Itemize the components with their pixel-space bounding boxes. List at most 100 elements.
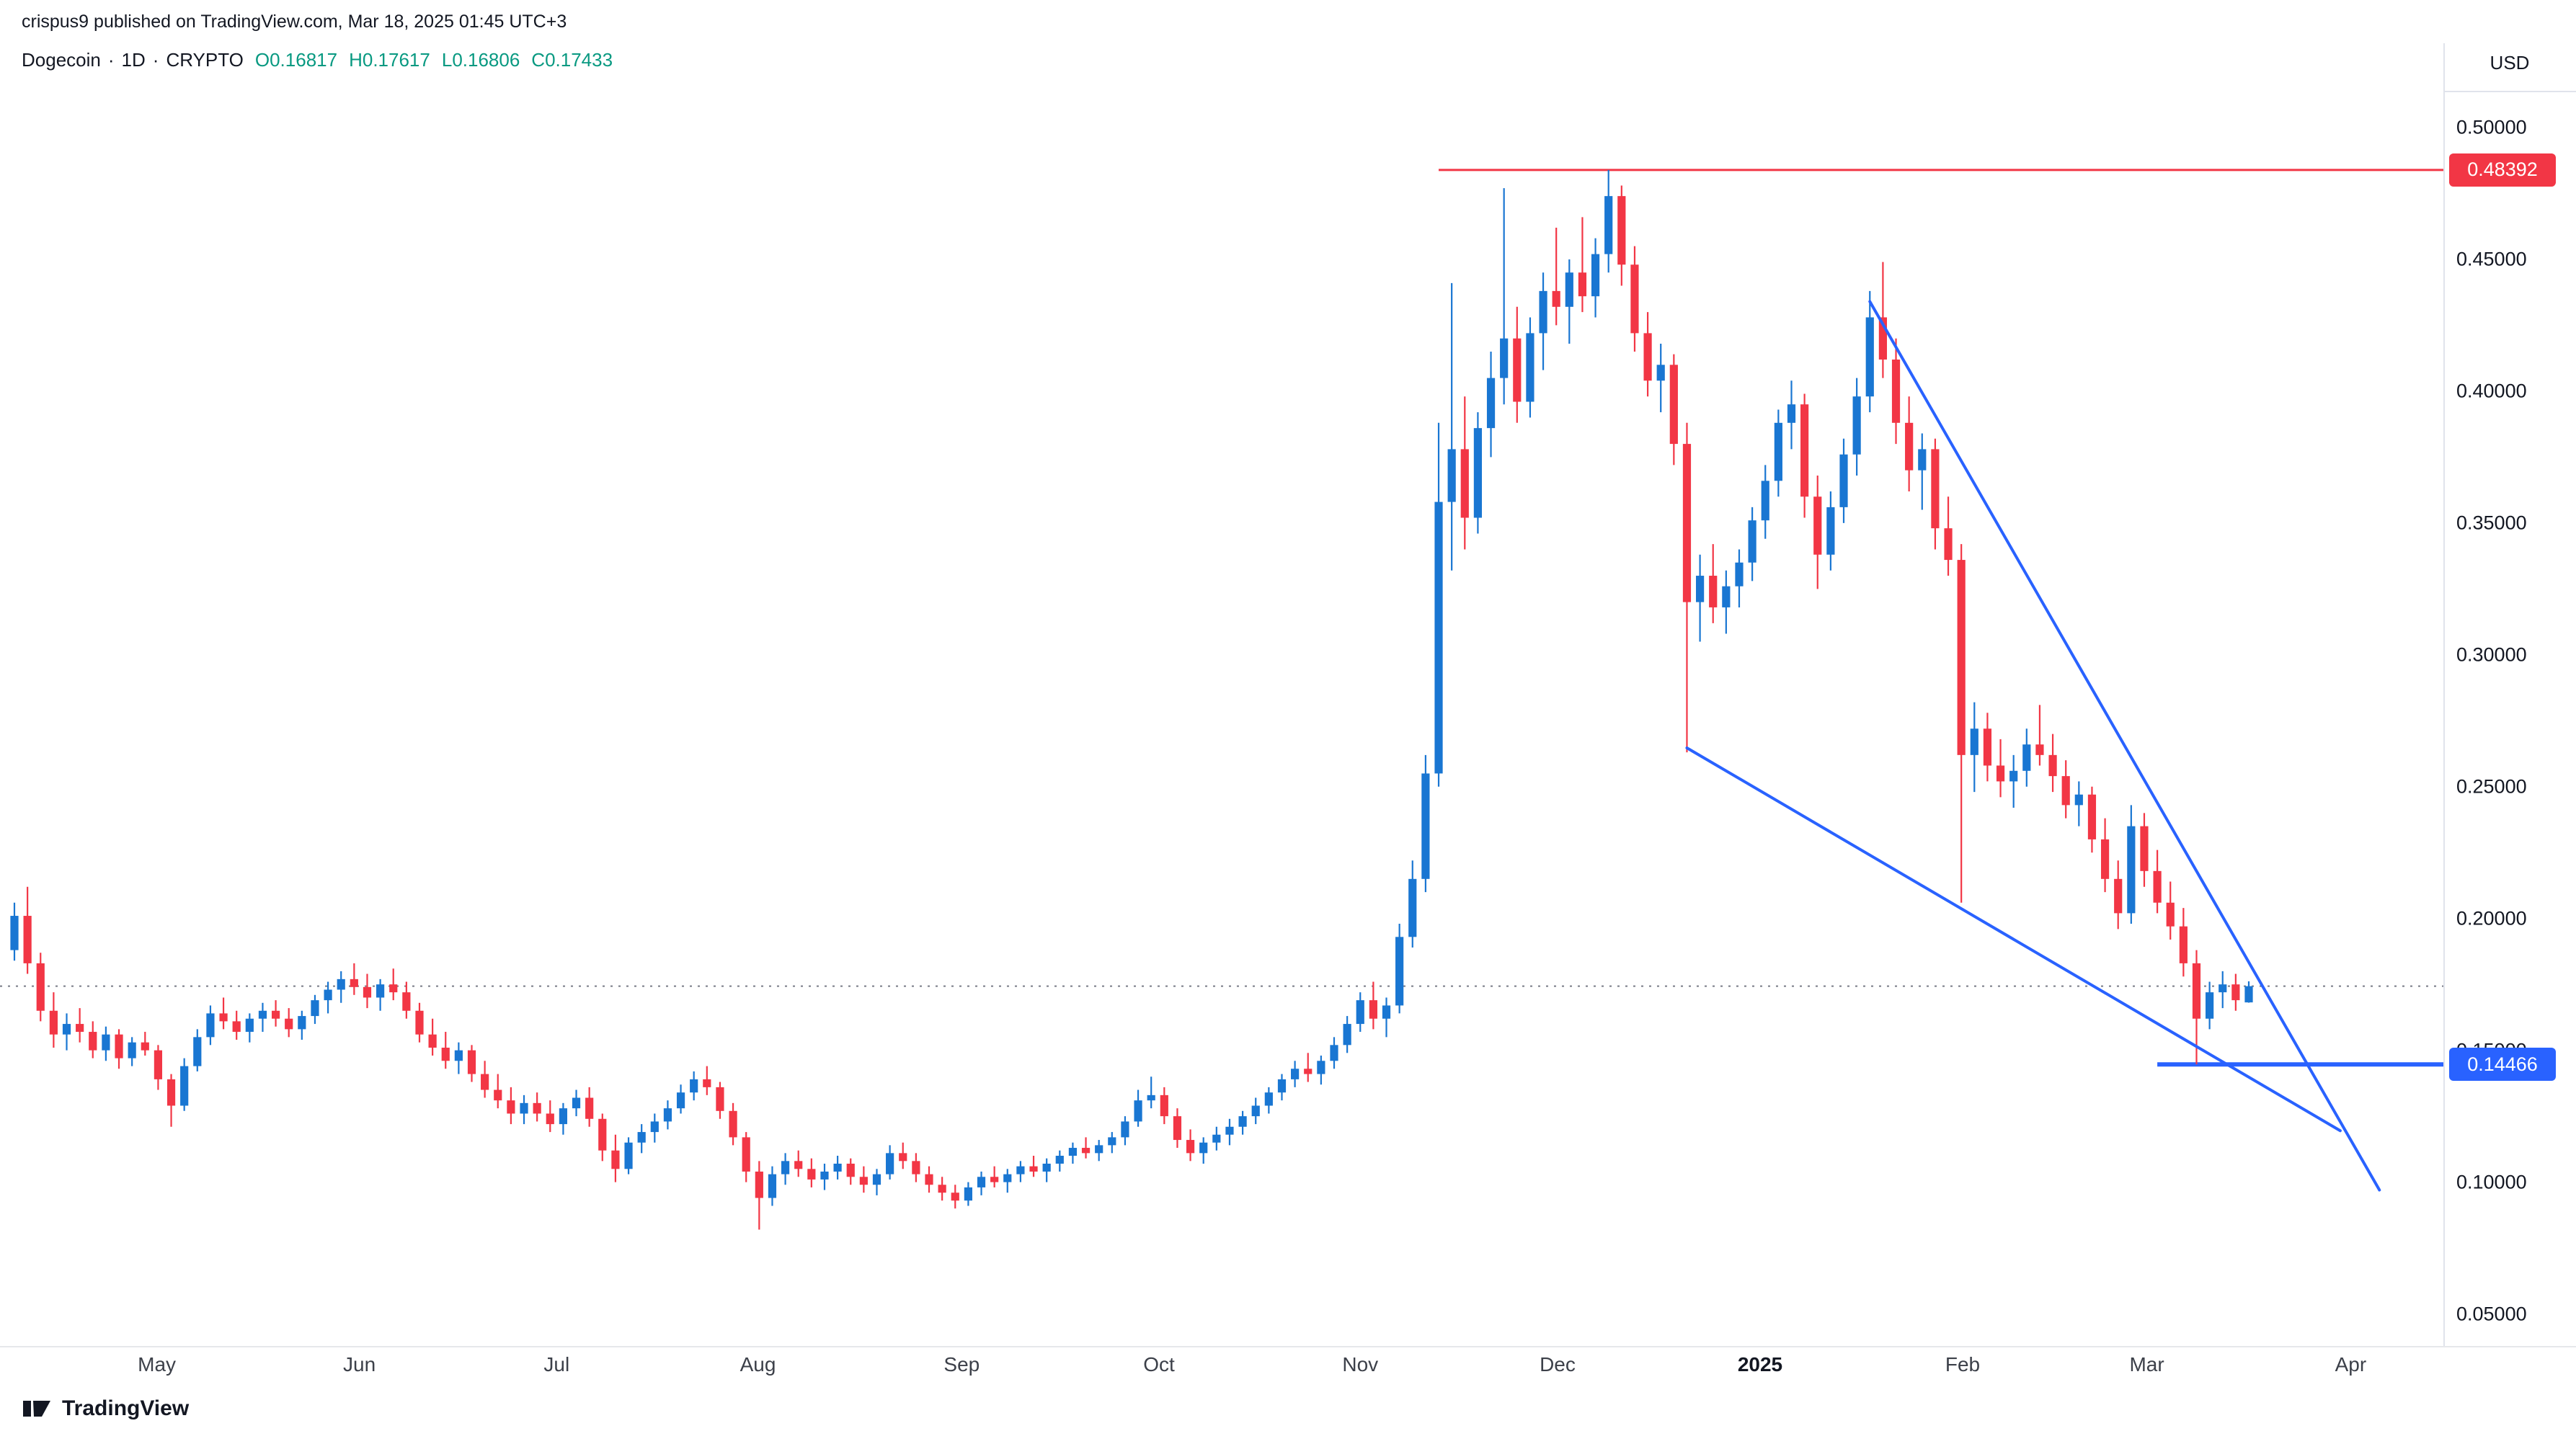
- candle: [1212, 1134, 1221, 1143]
- candle: [925, 1174, 933, 1185]
- ohlc-low: L0.16806: [441, 49, 520, 71]
- time-tick-label: Nov: [1342, 1353, 1379, 1376]
- candle: [1081, 1148, 1091, 1154]
- candle: [62, 1024, 71, 1035]
- candle: [1539, 290, 1547, 334]
- candle: [2048, 754, 2057, 777]
- candle: [716, 1087, 724, 1111]
- candle: [1343, 1024, 1351, 1046]
- candle: [1630, 264, 1639, 334]
- candle: [115, 1034, 123, 1058]
- price-tick-label: 0.20000: [2456, 907, 2527, 930]
- candle: [1983, 728, 1992, 766]
- resistance-price-badge[interactable]: 0.48392: [2449, 153, 2556, 187]
- candle: [938, 1185, 946, 1193]
- candle: [585, 1097, 594, 1119]
- candle: [872, 1174, 881, 1185]
- candle: [1016, 1166, 1025, 1174]
- candle: [1395, 937, 1404, 1006]
- candle: [833, 1163, 842, 1172]
- candle: [559, 1108, 568, 1125]
- candle: [1095, 1145, 1103, 1154]
- candle: [324, 989, 332, 1001]
- candle: [1003, 1174, 1012, 1182]
- price-tick-label: 0.10000: [2456, 1171, 2527, 1193]
- candle: [1513, 338, 1522, 402]
- price-tick-label: 0.40000: [2456, 380, 2527, 402]
- candle: [1160, 1095, 1168, 1117]
- candle: [912, 1161, 920, 1174]
- candle: [1852, 396, 1861, 455]
- candle: [232, 1021, 241, 1033]
- candle: [676, 1092, 685, 1109]
- symbol-name[interactable]: Dogecoin: [22, 49, 101, 71]
- candle: [1199, 1142, 1208, 1154]
- candle: [1865, 317, 1874, 397]
- support-price-badge[interactable]: 0.14466: [2449, 1048, 2556, 1082]
- candle: [1604, 196, 1613, 254]
- candle: [768, 1174, 777, 1198]
- candle: [520, 1102, 528, 1114]
- time-tick-label: Mar: [2129, 1353, 2164, 1376]
- falling-wedge-upper-trendline[interactable]: [1868, 300, 2381, 1192]
- candle: [1264, 1092, 1273, 1106]
- price-tick-label: 0.05000: [2456, 1303, 2527, 1325]
- candle: [206, 1013, 215, 1038]
- candle: [1134, 1100, 1142, 1122]
- candle: [245, 1018, 254, 1033]
- candle: [546, 1113, 554, 1125]
- candle: [1996, 765, 2005, 782]
- price-tick-label: 0.50000: [2456, 116, 2527, 138]
- candle: [598, 1118, 607, 1151]
- candle: [1121, 1121, 1129, 1138]
- candle: [1447, 449, 1456, 502]
- currency-label[interactable]: USD: [2490, 52, 2530, 73]
- symbol-info-bar[interactable]: Dogecoin · 1D · CRYPTO O0.16817 H0.17617…: [22, 49, 613, 71]
- time-tick-label: Jul: [543, 1353, 570, 1376]
- candle: [650, 1121, 659, 1133]
- candle: [1878, 317, 1887, 360]
- candle: [1068, 1148, 1078, 1156]
- candle: [1408, 878, 1417, 937]
- candle: [2022, 744, 2031, 771]
- time-tick-label: 2025: [1737, 1353, 1783, 1376]
- time-tick-label: Jun: [343, 1353, 376, 1376]
- candle: [1682, 444, 1692, 602]
- candle: [1330, 1045, 1338, 1061]
- candle: [1108, 1137, 1116, 1146]
- candle: [1695, 576, 1705, 602]
- candle: [1421, 773, 1430, 879]
- candle: [990, 1177, 999, 1182]
- tradingview-brand[interactable]: TradingView: [22, 1396, 189, 1421]
- candle: [2127, 826, 2136, 914]
- falling-wedge-lower-trendline[interactable]: [1685, 746, 2342, 1133]
- candle: [1839, 454, 1848, 507]
- candle: [428, 1034, 437, 1048]
- candle: [1055, 1156, 1064, 1164]
- candle: [402, 992, 411, 1011]
- candle: [611, 1150, 620, 1169]
- candle: [2192, 963, 2201, 1019]
- candle: [1656, 365, 1665, 381]
- separator-dot: ·: [152, 49, 159, 71]
- price-tick-label: 0.25000: [2456, 775, 2527, 798]
- currency-divider: [2443, 91, 2576, 92]
- tradingview-logo-icon: [23, 1401, 50, 1417]
- candle: [1225, 1126, 1234, 1135]
- candle: [2153, 870, 2162, 903]
- candle: [951, 1192, 959, 1201]
- candle: [964, 1187, 972, 1201]
- symbol-interval[interactable]: 1D: [121, 49, 146, 71]
- time-tick-label: Apr: [2335, 1353, 2367, 1376]
- candle: [2035, 744, 2044, 755]
- candle: [1709, 576, 1718, 607]
- candle: [859, 1177, 868, 1185]
- candle: [415, 1010, 424, 1035]
- candle: [690, 1079, 698, 1093]
- candle: [781, 1161, 790, 1174]
- candle: [624, 1142, 633, 1169]
- candle: [376, 984, 385, 998]
- candle: [1317, 1061, 1325, 1074]
- candle: [663, 1108, 672, 1122]
